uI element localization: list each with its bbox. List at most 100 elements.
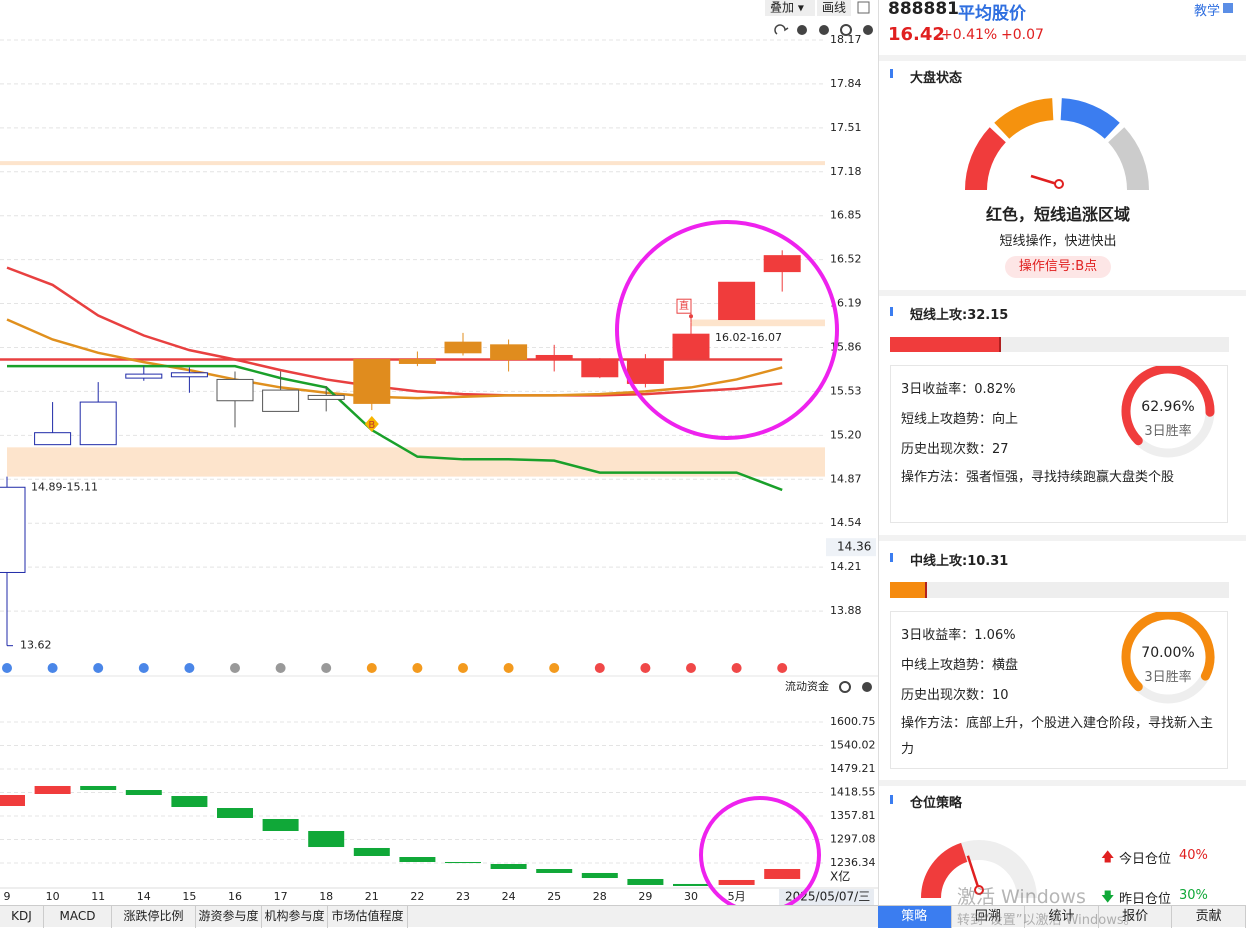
indicator-tab[interactable]: KDJ	[0, 906, 44, 928]
candle-body	[444, 341, 482, 354]
indicator-tab[interactable]: 游资参与度	[196, 906, 262, 928]
overlay-button[interactable]	[765, 0, 815, 16]
panel-tab[interactable]: 策略	[878, 906, 952, 928]
candle-body	[34, 432, 72, 446]
score-track	[890, 582, 1229, 598]
y-tick-label: 17.51	[830, 121, 862, 134]
today-value: 40%	[1179, 848, 1208, 863]
panel-tab[interactable]: 统计	[1025, 906, 1099, 928]
gauge-hub	[974, 885, 984, 895]
phase-dot	[640, 663, 651, 673]
separator	[879, 535, 1246, 541]
candle-body	[490, 344, 528, 360]
section-marker	[890, 69, 893, 78]
refresh-icon[interactable]	[774, 24, 789, 35]
gauge-value	[921, 842, 968, 899]
zone	[691, 319, 825, 327]
teach-link[interactable]: 教学	[1194, 4, 1221, 19]
phase-dot	[321, 663, 332, 673]
phase-dot	[731, 663, 742, 673]
phase-dot	[594, 663, 605, 673]
candle-body	[307, 394, 345, 400]
info-box: 3日收益率：0.82% 短线上攻趋势：向上 历史出现次数：27 操作方法：强者恒强，寻…	[890, 365, 1228, 523]
flow-bar	[490, 864, 527, 869]
info-row: 历史出现次数：10	[901, 688, 1009, 703]
strategy-panel: 888881 平均股价 教学 16.42 +0.41% +0.07 大盘状态 红…	[878, 0, 1246, 905]
info-box: 3日收益率：1.06% 中线上攻趋势：横盘 历史出现次数：10 操作方法：底部上升，个…	[890, 611, 1228, 769]
overlay-label[interactable]: 叠加 ▾	[770, 1, 804, 15]
panel-tab[interactable]: 贡献	[1172, 906, 1246, 928]
candle-body	[0, 486, 26, 573]
gauge-segment	[994, 98, 1054, 140]
up-arrow: 🡅	[1101, 850, 1115, 865]
y-tick-label: 1236.34	[830, 856, 876, 869]
flow-bar	[673, 883, 709, 886]
flow-bar	[80, 785, 117, 791]
section-title: 短线上攻:32.15	[910, 308, 1009, 323]
market-gauge	[965, 98, 1149, 191]
layout-icon[interactable]	[857, 1, 870, 14]
highlight-circle	[615, 220, 839, 440]
candle-body	[581, 358, 619, 378]
candle-body	[125, 373, 163, 379]
draw-button[interactable]	[817, 0, 851, 16]
indicator-tab[interactable]: 机构参与度	[262, 906, 328, 928]
indicator-tab[interactable]: 市场估值程度	[328, 906, 408, 928]
x-tick-label: 15	[182, 890, 196, 903]
teach-icon[interactable]	[1223, 3, 1233, 13]
indicator-tab[interactable]: MACD	[44, 906, 112, 928]
draw-label[interactable]: 画线	[822, 1, 846, 15]
indicator-tab[interactable]: 涨跌停比例	[112, 906, 196, 928]
score-bar	[890, 582, 927, 598]
y-tick-label: 1297.08	[830, 833, 876, 846]
zoom-out-icon[interactable]	[819, 25, 829, 35]
section-title: 仓位策略	[910, 796, 963, 811]
settings-icon[interactable]	[840, 24, 852, 36]
watermark: 激活 Windows	[957, 886, 1086, 908]
y-tick-label: 14.87	[830, 472, 862, 485]
candle-body	[626, 358, 664, 384]
candle-body	[262, 389, 300, 412]
panel-tab[interactable]: 回溯	[952, 906, 1026, 928]
zone	[0, 161, 825, 166]
candle-body	[535, 354, 573, 360]
flow-bar	[445, 861, 481, 864]
chart-area: 叠加 ▾ 画线 流动资金 X亿 18.17 17.84 17.51 17.18 16.8…	[0, 0, 878, 905]
flow-bar	[536, 868, 573, 873]
x-tick-label: 28	[593, 890, 607, 903]
y-tick-label: 17.18	[830, 165, 862, 178]
help-icon[interactable]	[863, 25, 873, 35]
y-tick-label: 1479.21	[830, 762, 876, 775]
x-tick-label: 18	[319, 890, 333, 903]
phase-dot	[503, 663, 514, 673]
gauge-segment	[1060, 98, 1120, 140]
x-tick-label: 29	[638, 890, 652, 903]
zone-label: 14.89-15.11	[31, 481, 98, 494]
info-row: 3日收益率：1.06%	[901, 628, 1016, 643]
flow-bar	[353, 847, 390, 856]
x-tick-label: 14	[137, 890, 151, 903]
buy-signal	[364, 416, 379, 433]
flow-bar	[399, 857, 436, 862]
x-tick-label: 10	[46, 890, 60, 903]
panel-tab[interactable]: 报价	[1099, 906, 1173, 928]
zoom-in-icon[interactable]	[797, 25, 807, 35]
flow-bar	[217, 808, 253, 818]
ma-line	[6, 318, 783, 400]
cursor-price: 14.36	[837, 540, 871, 554]
flow-bar	[125, 790, 162, 796]
x-tick-label: 17	[274, 890, 288, 903]
phase-dot	[184, 663, 195, 673]
win-rate-label: 70.00%	[1141, 645, 1195, 661]
phase-dot	[412, 663, 423, 673]
flow-settings-icon[interactable]	[839, 681, 851, 693]
y-tick-label: 1357.81	[830, 809, 876, 822]
flow-unit: X亿	[830, 869, 850, 884]
flow-help-icon[interactable]	[862, 682, 872, 692]
win-rate-label: 62.96%	[1141, 399, 1195, 415]
flow-bar	[764, 868, 801, 879]
x-tick-label: 9	[4, 890, 11, 903]
flow-bar	[581, 872, 618, 879]
candle-body	[170, 372, 208, 378]
